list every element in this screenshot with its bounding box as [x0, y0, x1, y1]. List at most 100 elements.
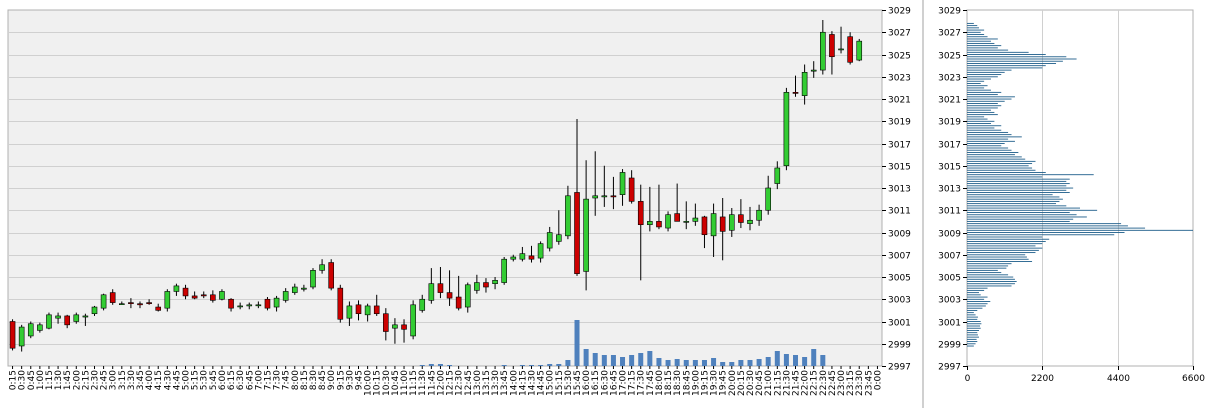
candle-28 — [264, 297, 271, 311]
profile-bar-140 — [967, 34, 985, 35]
volume-bar-74 — [683, 360, 689, 366]
volume-bar-68 — [629, 355, 635, 366]
profile-bar-30 — [967, 278, 1015, 280]
volume-bar-65 — [601, 355, 607, 366]
profile-bar-138 — [967, 38, 998, 40]
candle-3 — [37, 322, 43, 333]
candle-55 — [510, 254, 517, 262]
candle-body-90 — [829, 34, 835, 58]
profile-bar-108 — [967, 105, 1002, 107]
candle-44 — [410, 300, 416, 340]
time-tick-label-47: 12:00 — [436, 370, 446, 396]
candle-37 — [346, 301, 353, 326]
volume-bar-76 — [701, 360, 707, 366]
candle-27 — [255, 301, 262, 309]
profile-price-tick-label-5: 3007 — [938, 252, 961, 262]
candle-body-41 — [383, 313, 389, 332]
profile-bar-144 — [967, 25, 978, 27]
candle-body-66 — [610, 195, 617, 198]
candle-48 — [446, 270, 453, 306]
profile-bar-53 — [967, 227, 1146, 229]
profile-bar-51 — [967, 232, 1125, 233]
candle-13 — [128, 298, 134, 309]
time-tick-label-63: 16:00 — [582, 370, 592, 396]
candle-body-55 — [510, 256, 517, 260]
volume-bar-63 — [583, 349, 589, 366]
profile-bar-28 — [967, 283, 1015, 285]
profile-bar-101 — [967, 120, 995, 122]
candle-14 — [137, 301, 143, 309]
candle-29 — [273, 295, 280, 312]
candle-body-26 — [246, 304, 253, 307]
profile-bar-95 — [967, 134, 1012, 136]
candle-body-15 — [146, 302, 152, 304]
time-tick-label-34: 8:45 — [318, 370, 328, 390]
profile-bar-115 — [967, 89, 991, 91]
volume-bar-48 — [447, 365, 453, 366]
candle-body-39 — [364, 305, 371, 316]
profile-bar-123 — [967, 71, 1005, 73]
price-tick-label-14: 3025 — [888, 52, 911, 62]
profile-bar-59 — [967, 214, 1077, 216]
profile-bar-49 — [967, 236, 1043, 238]
profile-bar-6 — [967, 332, 978, 334]
time-tick-label-11: 3:00 — [109, 370, 119, 390]
candle-68 — [628, 170, 635, 204]
candle-67 — [619, 169, 626, 206]
profile-bar-67 — [967, 196, 1060, 198]
profile-bar-16 — [967, 309, 978, 311]
profile-bar-61 — [967, 209, 1098, 211]
profile-bar-110 — [967, 100, 1005, 102]
candle-83 — [765, 175, 771, 215]
time-tick-label-21: 5:30 — [200, 370, 210, 390]
time-tick-label-17: 4:30 — [163, 370, 173, 390]
profile-bar-50 — [967, 234, 1115, 236]
candle-62 — [574, 119, 580, 276]
profile-bar-57 — [967, 218, 1074, 220]
volume-tick-label-2: 4400 — [1107, 374, 1130, 384]
profile-bar-32 — [967, 274, 1009, 276]
profile-price-tick-label-15: 3027 — [938, 29, 961, 39]
volume-bar-78 — [720, 362, 726, 366]
time-tick-label-10: 2:45 — [100, 370, 110, 390]
profile-price-tick-label-13: 3023 — [938, 74, 961, 84]
price-tick-label-0: 2997 — [888, 363, 911, 373]
candle-body-13 — [128, 302, 134, 304]
candle-body-68 — [628, 177, 635, 202]
profile-bar-120 — [967, 78, 991, 80]
price-tick-label-6: 3009 — [888, 230, 911, 240]
candle-body-8 — [82, 315, 89, 318]
profile-bar-5 — [967, 334, 978, 336]
profile-bar-121 — [967, 76, 998, 78]
time-tick-label-65: 16:30 — [600, 370, 610, 396]
profile-bar-47 — [967, 241, 1046, 242]
profile-bar-43 — [967, 249, 1039, 251]
profile-bar-27 — [967, 285, 1012, 287]
candle-42 — [392, 318, 398, 344]
candle-61 — [565, 185, 571, 240]
profile-bar-129 — [967, 58, 1077, 60]
profile-bar-40 — [967, 256, 1027, 258]
profile-price-tick-label-6: 3009 — [938, 230, 961, 240]
candle-89 — [820, 20, 826, 75]
profile-bar-87 — [967, 152, 1019, 153]
profile-bar-31 — [967, 276, 1014, 278]
time-tick-label-64: 16:15 — [591, 370, 601, 396]
candle-36 — [337, 284, 344, 323]
profile-bar-22 — [967, 296, 988, 298]
volume-bar-83 — [765, 357, 771, 366]
candle-31 — [291, 283, 298, 295]
profile-price-tick-label-12: 3021 — [938, 96, 961, 106]
time-tick-label-88: 22:15 — [810, 370, 820, 396]
time-tick-label-60: 15:15 — [555, 370, 565, 396]
candle-0 — [9, 319, 16, 351]
time-tick-label-56: 14:15 — [518, 370, 528, 396]
candle-body-0 — [9, 321, 16, 349]
candle-body-51 — [474, 282, 480, 291]
candle-body-7 — [73, 314, 80, 322]
volume-bar-82 — [756, 359, 762, 366]
profile-bar-118 — [967, 83, 981, 84]
profile-bar-24 — [967, 292, 979, 294]
